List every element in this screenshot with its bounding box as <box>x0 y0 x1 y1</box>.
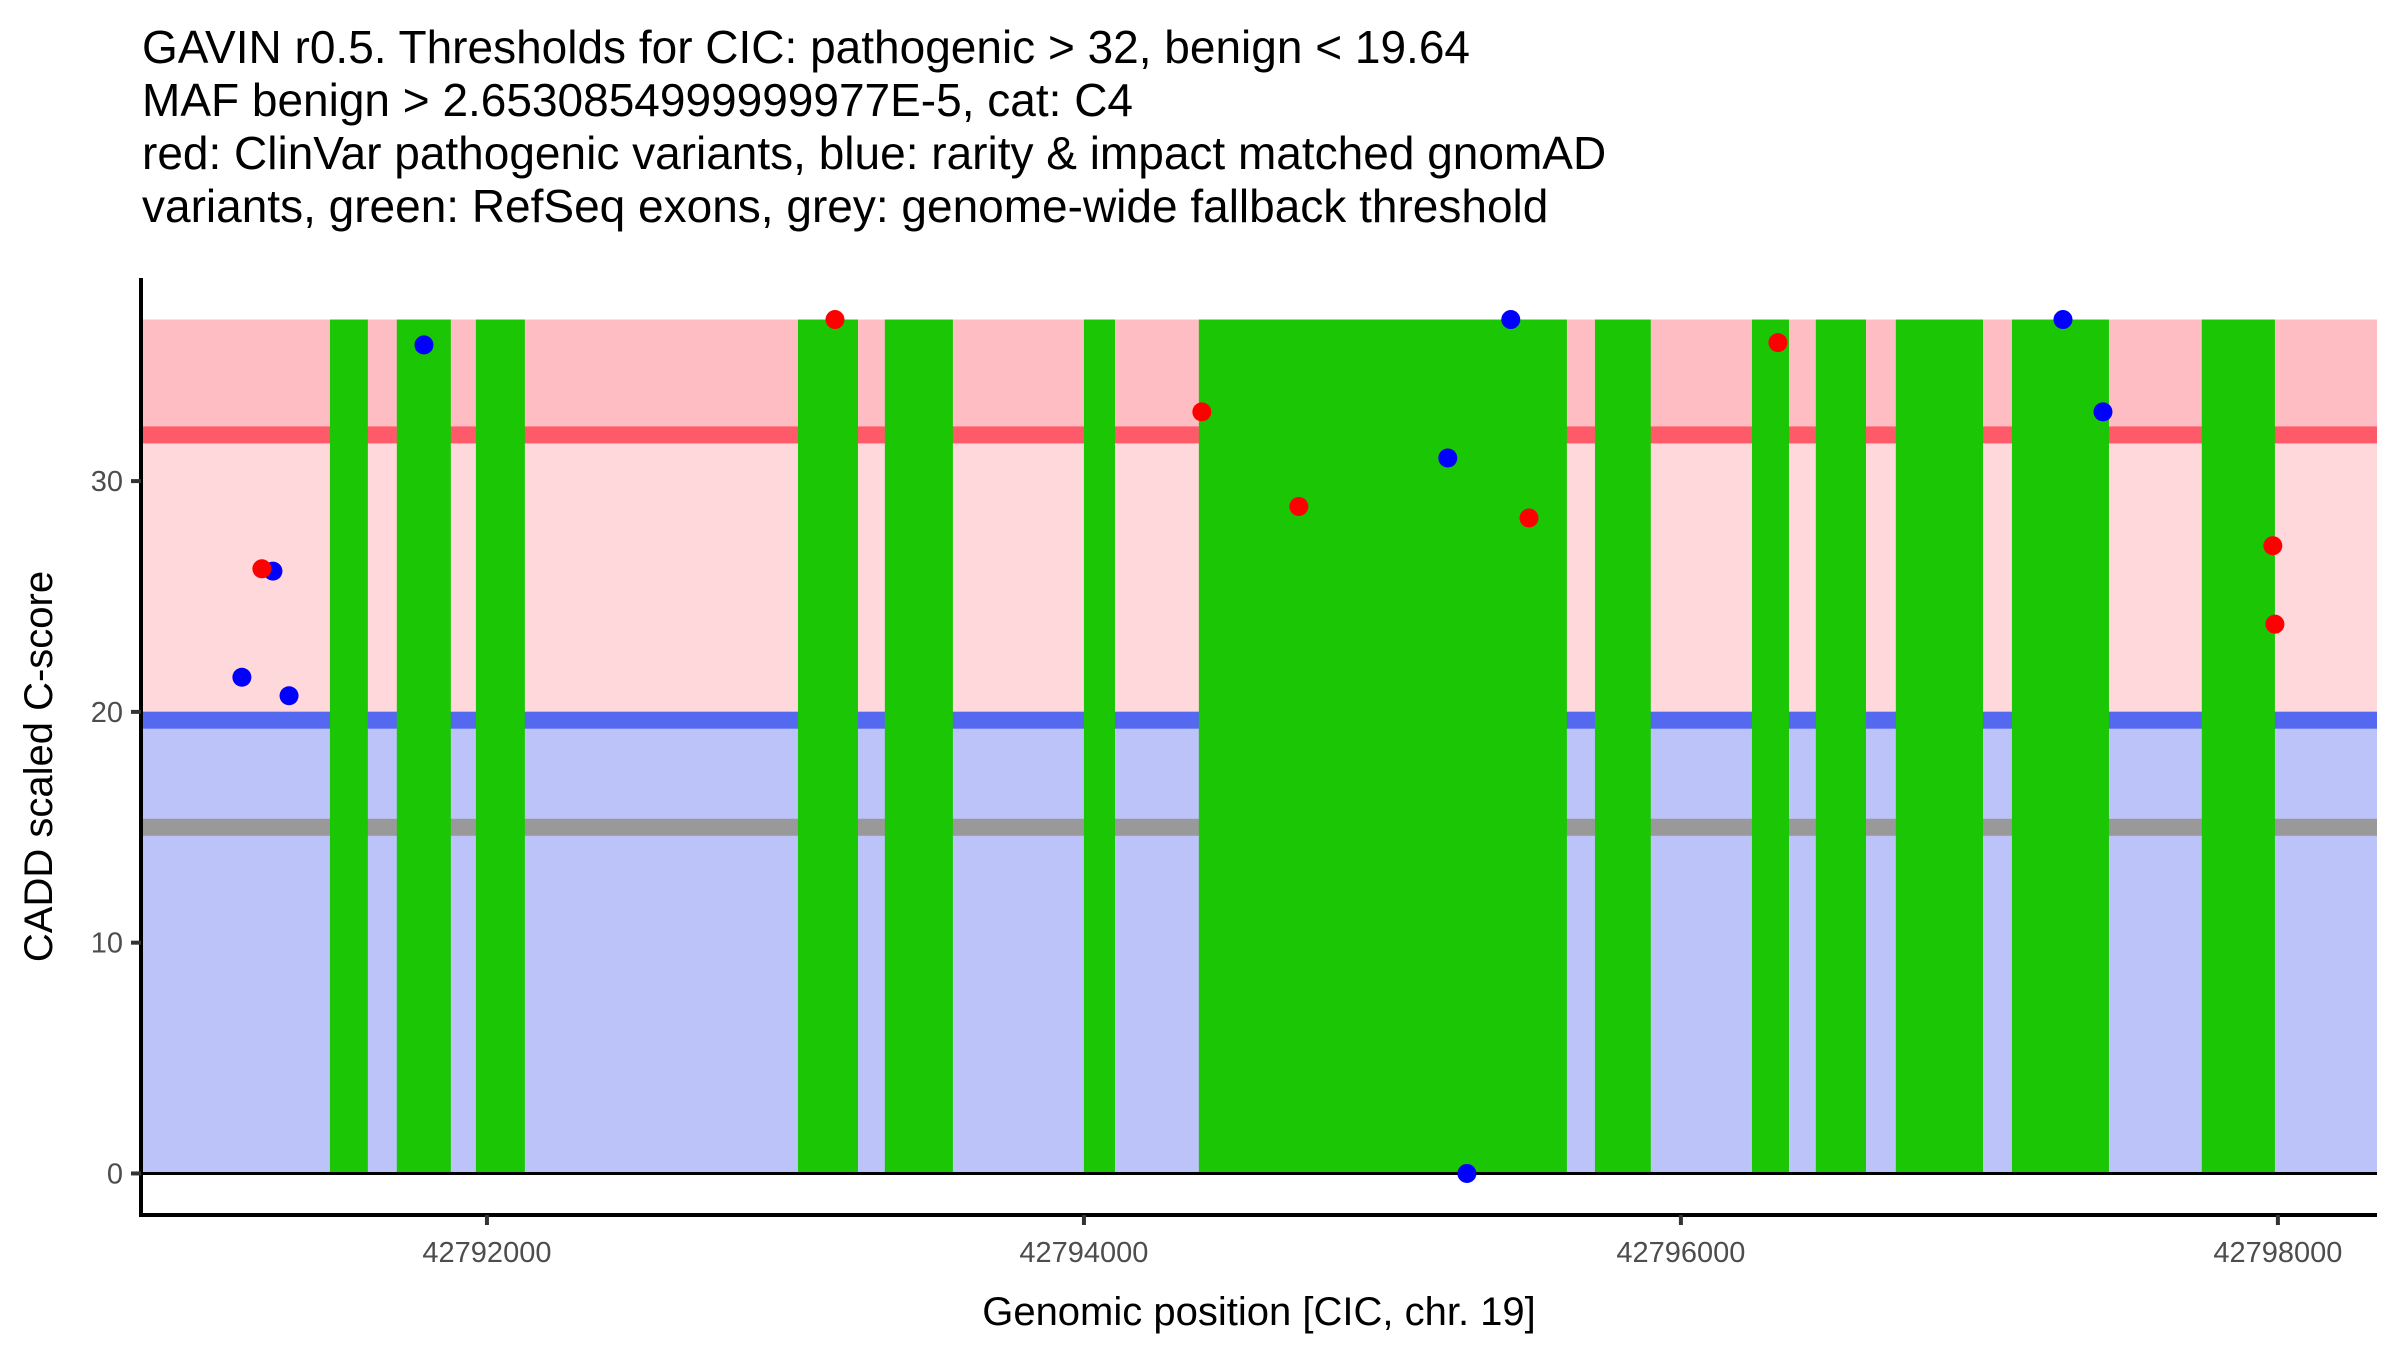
variant-points <box>232 310 2285 1183</box>
clinvar-point <box>1768 333 1788 353</box>
gnomad-point <box>232 667 252 687</box>
x-tick-label: 42798000 <box>2213 1237 2342 1269</box>
y-tick-label: 10 <box>91 928 123 960</box>
y-tick-label: 30 <box>91 466 123 498</box>
title-line-1: GAVIN r0.5. Thresholds for CIC: pathogen… <box>142 21 1470 73</box>
y-axis-title: CADD scaled C-score <box>17 571 61 962</box>
y-tick-label: 0 <box>107 1158 123 1190</box>
clinvar-point <box>252 559 272 579</box>
y-tick-label: 20 <box>91 697 123 729</box>
chart-title: GAVIN r0.5. Thresholds for CIC: pathogen… <box>142 21 1606 232</box>
clinvar-point <box>2265 614 2285 634</box>
gnomad-point <box>2093 402 2113 422</box>
x-tick-label: 42794000 <box>1019 1237 1148 1269</box>
exon-bar <box>1083 319 1115 1174</box>
exon-bar <box>797 319 858 1174</box>
clinvar-point <box>2263 536 2283 556</box>
exon-bar <box>1815 319 1866 1174</box>
title-line-4: variants, green: RefSeq exons, grey: gen… <box>142 180 1548 232</box>
exon-bar <box>884 319 953 1174</box>
exon-bar <box>475 319 525 1174</box>
exon-bar <box>329 319 368 1174</box>
x-axis-ticks: 42792000 42794000 42796000 42798000 <box>422 1215 2342 1269</box>
x-tick-label: 42796000 <box>1616 1237 1745 1269</box>
gnomad-point <box>1438 448 1458 468</box>
title-line-2: MAF benign > 2.6530854999999977E-5, cat:… <box>142 74 1133 126</box>
gnomad-point <box>279 686 299 706</box>
clinvar-point <box>1519 508 1539 528</box>
exon-bars <box>329 319 2275 1174</box>
clinvar-point <box>825 310 845 330</box>
exon-bar <box>2011 319 2109 1174</box>
axes: 0 10 20 30 42792000 42794000 42796000 42798000 <box>91 278 2377 1269</box>
title-line-3: red: ClinVar pathogenic variants, blue: … <box>142 127 1606 179</box>
clinvar-point <box>1289 496 1309 516</box>
x-axis-title: Genomic position [CIC, chr. 19] <box>982 1290 1536 1334</box>
x-tick-label: 42792000 <box>422 1237 551 1269</box>
exon-bar <box>1198 319 1567 1174</box>
exon-bar <box>396 319 451 1174</box>
y-axis-ticks: 0 10 20 30 <box>91 466 141 1190</box>
plot-panel <box>141 310 2377 1183</box>
exon-bar <box>1594 319 1651 1174</box>
gnomad-point <box>1501 310 1521 330</box>
gnomad-point <box>1457 1163 1477 1183</box>
gnomad-point <box>414 335 434 355</box>
exon-bar <box>2201 319 2275 1174</box>
exon-bar <box>1751 319 1789 1174</box>
exon-bar <box>1895 319 1983 1174</box>
clinvar-point <box>1192 402 1212 422</box>
gnomad-point <box>2053 310 2073 330</box>
